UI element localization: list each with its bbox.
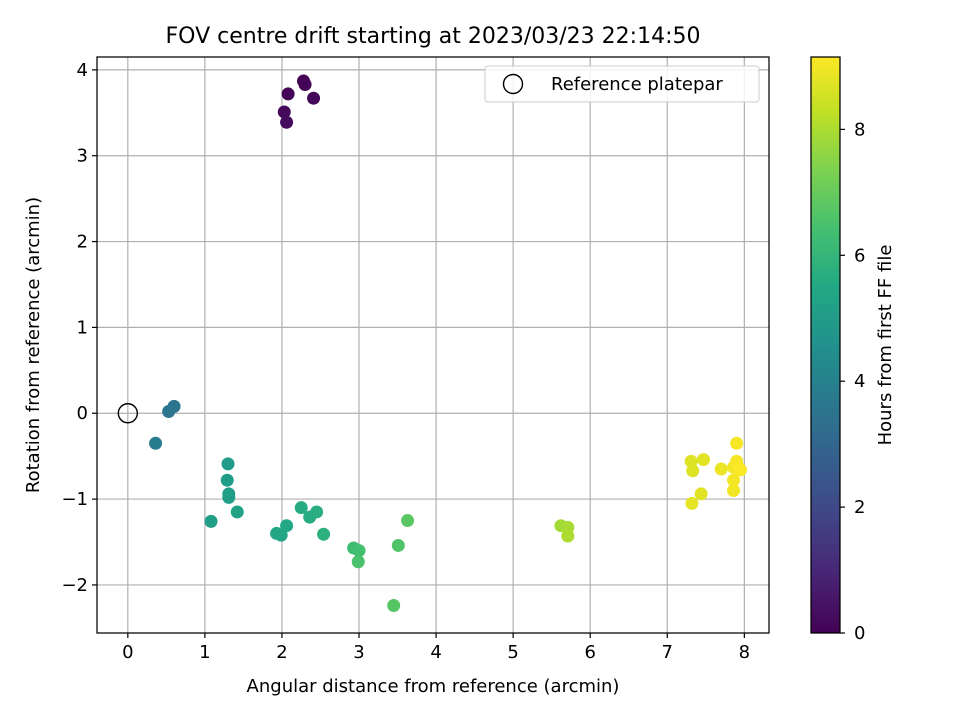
x-tick-label: 6: [584, 642, 595, 663]
colorbar-tick-label: 4: [854, 371, 865, 392]
data-point: [387, 599, 401, 613]
x-axis-ticks: 0 1 2 3 4 5 6 7 8: [122, 633, 750, 663]
y-axis-label: Rotation from reference (arcmin): [23, 197, 44, 493]
x-tick-label: 2: [276, 642, 287, 663]
data-point: [727, 473, 741, 487]
colorbar-tick-label: 6: [854, 245, 865, 266]
legend-reference-marker: [502, 73, 524, 95]
chart-title: FOV centre drift starting at 2023/03/23 …: [166, 24, 701, 49]
colorbar-tick-label: 0: [854, 623, 865, 644]
data-point: [294, 501, 308, 515]
reference-platepar-marker: [117, 403, 139, 424]
data-point: [391, 538, 405, 552]
x-axis-label: Angular distance from reference (arcmin): [247, 676, 620, 697]
colorbar: 0 2 4 6 8 Hours from first FF file: [810, 56, 896, 644]
data-point: [352, 544, 366, 558]
data-point: [351, 555, 365, 569]
data-point: [686, 464, 700, 478]
data-point: [222, 490, 236, 504]
data-point: [220, 473, 234, 487]
data-point: [149, 436, 163, 450]
colorbar-ticks: 0 2 4 6 8: [840, 119, 865, 644]
data-point: [685, 496, 699, 510]
data-point: [221, 457, 235, 471]
y-tick-label: 0: [77, 403, 88, 424]
legend-entry-reference-platepar: Reference platepar: [551, 74, 723, 95]
data-point: [230, 505, 244, 519]
data-point: [401, 514, 415, 528]
x-tick-label: 5: [507, 642, 518, 663]
data-point: [310, 505, 324, 519]
data-point: [281, 87, 295, 101]
y-tick-label: 4: [77, 60, 88, 81]
axes-frame: [96, 56, 770, 634]
data-point: [561, 529, 575, 543]
reference-marker: [117, 403, 139, 424]
data-points: [149, 74, 747, 613]
colorbar-label: Hours from first FF file: [875, 245, 896, 446]
data-point: [696, 453, 710, 467]
colorbar-tick-label: 8: [854, 119, 865, 140]
data-point: [298, 77, 312, 91]
x-tick-label: 1: [199, 642, 210, 663]
data-point: [307, 91, 321, 105]
data-point: [733, 463, 747, 477]
data-point: [317, 527, 331, 541]
x-tick-label: 7: [662, 642, 673, 663]
colorbar-gradient: [810, 56, 841, 634]
y-tick-label: −2: [61, 575, 88, 596]
data-point: [204, 514, 218, 528]
data-point: [280, 519, 294, 533]
x-tick-label: 0: [122, 642, 133, 663]
data-point: [277, 105, 291, 119]
grid-lines: [97, 57, 769, 633]
y-tick-label: −1: [61, 489, 88, 510]
y-axis-ticks: −2 −1 0 1 2 3 4: [61, 60, 97, 596]
y-tick-label: 1: [77, 317, 88, 338]
x-tick-label: 3: [353, 642, 364, 663]
data-point: [162, 405, 176, 419]
y-tick-label: 2: [77, 232, 88, 253]
data-point: [280, 115, 294, 129]
data-point: [694, 487, 708, 501]
data-point: [730, 436, 744, 450]
data-point: [727, 484, 741, 498]
colorbar-tick-label: 2: [854, 497, 865, 518]
legend: Reference platepar: [484, 65, 760, 103]
y-tick-label: 3: [77, 146, 88, 167]
data-point: [274, 528, 288, 542]
legend-box: [484, 65, 760, 103]
x-tick-label: 4: [430, 642, 441, 663]
x-tick-label: 8: [739, 642, 750, 663]
data-point: [714, 462, 728, 476]
